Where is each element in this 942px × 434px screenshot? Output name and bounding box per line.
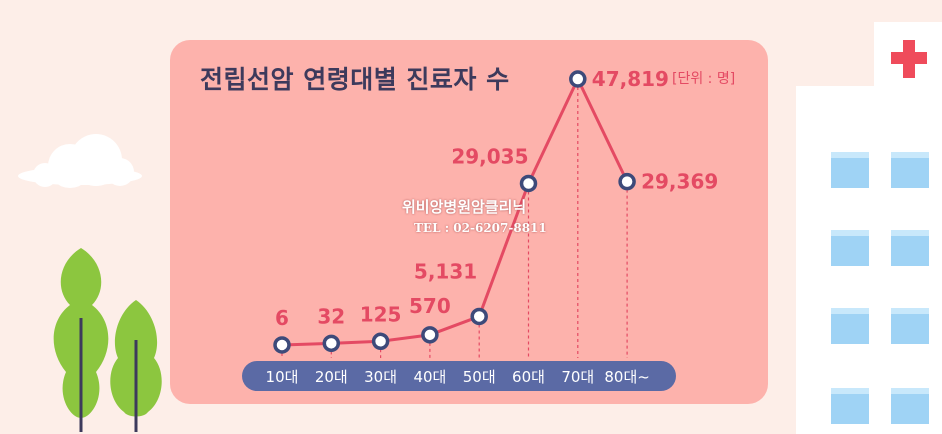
- data-point-marker: [519, 174, 538, 193]
- value-label: 6: [275, 306, 289, 330]
- unit-label: [단위 : 명]: [672, 71, 736, 87]
- value-label: 125: [360, 302, 402, 326]
- data-point-marker: [371, 332, 390, 351]
- category-tick-label: 10대: [266, 368, 299, 386]
- category-tick-label: 30대: [364, 368, 397, 386]
- chart-panel: [170, 40, 768, 404]
- chart-title: 전립선암 연령대별 진료자 수: [200, 65, 510, 94]
- data-point-marker: [421, 326, 439, 344]
- data-point-marker: [618, 172, 636, 191]
- value-label: 5,131: [414, 259, 477, 283]
- data-point-marker: [273, 336, 291, 354]
- category-tick-label: 20대: [315, 368, 348, 386]
- category-tick-label: 50대: [463, 368, 496, 386]
- tree-icon: [53, 248, 109, 432]
- category-tick-label: 70대: [561, 368, 594, 386]
- data-point-marker: [470, 307, 488, 326]
- value-label: 29,369: [641, 170, 718, 194]
- cloud-icon: [18, 134, 142, 188]
- category-tick-label: 60대: [512, 368, 545, 386]
- watermark-name: 위비앙병원암클리닉: [402, 198, 527, 216]
- hospital-building-icon: [796, 22, 942, 434]
- value-label: 47,819: [592, 67, 669, 91]
- red-cross-icon: [891, 40, 927, 78]
- value-label: 32: [317, 304, 345, 328]
- category-tick-label: 40대: [413, 368, 446, 386]
- tree-icon: [110, 300, 162, 432]
- data-point-marker: [322, 334, 341, 353]
- category-tick-label: 80대~: [604, 368, 649, 386]
- category-axis-bar: [242, 361, 676, 391]
- data-point-marker: [569, 70, 587, 88]
- value-label: 570: [409, 294, 451, 318]
- watermark-phone: TEL : 02-6207-8811: [414, 221, 547, 235]
- value-label: 29,035: [451, 144, 528, 168]
- watermark: 위비앙병원암클리닉 TEL : 02-6207-8811: [402, 196, 547, 235]
